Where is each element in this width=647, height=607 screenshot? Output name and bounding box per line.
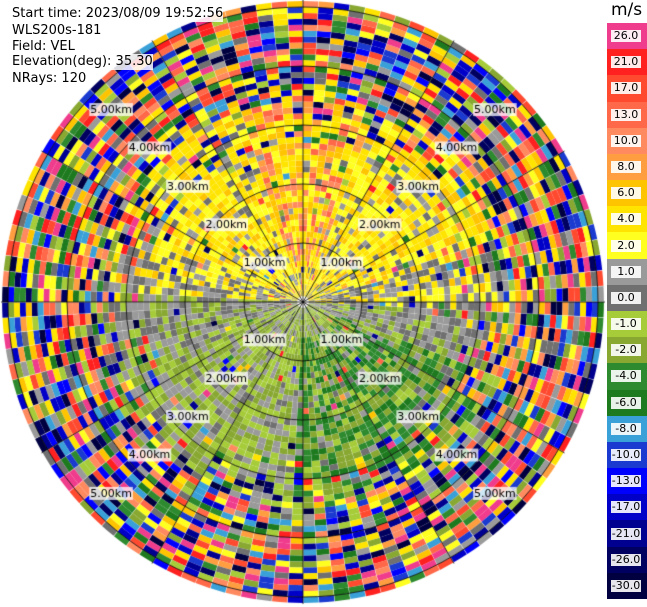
colorbar-tick-label: -26.0 (611, 552, 641, 566)
instrument-label: WLS200s-181 (12, 23, 102, 39)
colorbar-tick-label: 21.0 (611, 56, 641, 69)
start-time-label: Start time: 2023/08/09 19:52:56 (12, 6, 224, 22)
colorbar-tick-label: -1.0 (611, 318, 641, 331)
colorbar-tick-label: -13.0 (611, 474, 641, 488)
colorbar-tick-label: 13.0 (611, 108, 641, 121)
colorbar-tick-label: 0.0 (611, 291, 641, 304)
colorbar-tick-label: -17.0 (611, 500, 641, 514)
radar-ppi-plot (0, 0, 607, 607)
elevation-label: Elevation(deg): 35.30 (12, 54, 153, 70)
nrays-label: NRays: 120 (12, 71, 87, 87)
colorbar-tick-label: 1.0 (611, 265, 641, 278)
colorbar-tick-label: -2.0 (611, 344, 641, 357)
colorbar-tick-label: 6.0 (611, 187, 641, 200)
colorbar-tick-label: 10.0 (611, 134, 641, 147)
colorbar-tick-label: -4.0 (611, 370, 641, 383)
colorbar: 26.0 21.0 17.0 13.0 10.0 8.0 6.0 4.0 2.0 1.0 0.0 -1… (607, 23, 647, 600)
colorbar-tick-label: 4.0 (611, 213, 641, 226)
colorbar-tick-label: 26.0 (611, 30, 641, 43)
colorbar-tick-label: 17.0 (611, 82, 641, 95)
colorbar-tick-label: 2.0 (611, 239, 641, 252)
colorbar-tick-label: -8.0 (611, 422, 641, 435)
colorbar-tick-label: -6.0 (611, 396, 641, 409)
colorbar-tick-label: -10.0 (611, 448, 641, 461)
colorbar-tick-label: -30.0 (611, 578, 641, 592)
colorbar-tick-label: 8.0 (611, 161, 641, 173)
field-label: Field: VEL (12, 39, 75, 55)
colorbar-tick-label: -21.0 (611, 526, 641, 540)
colorbar-unit: m/s (611, 0, 643, 20)
